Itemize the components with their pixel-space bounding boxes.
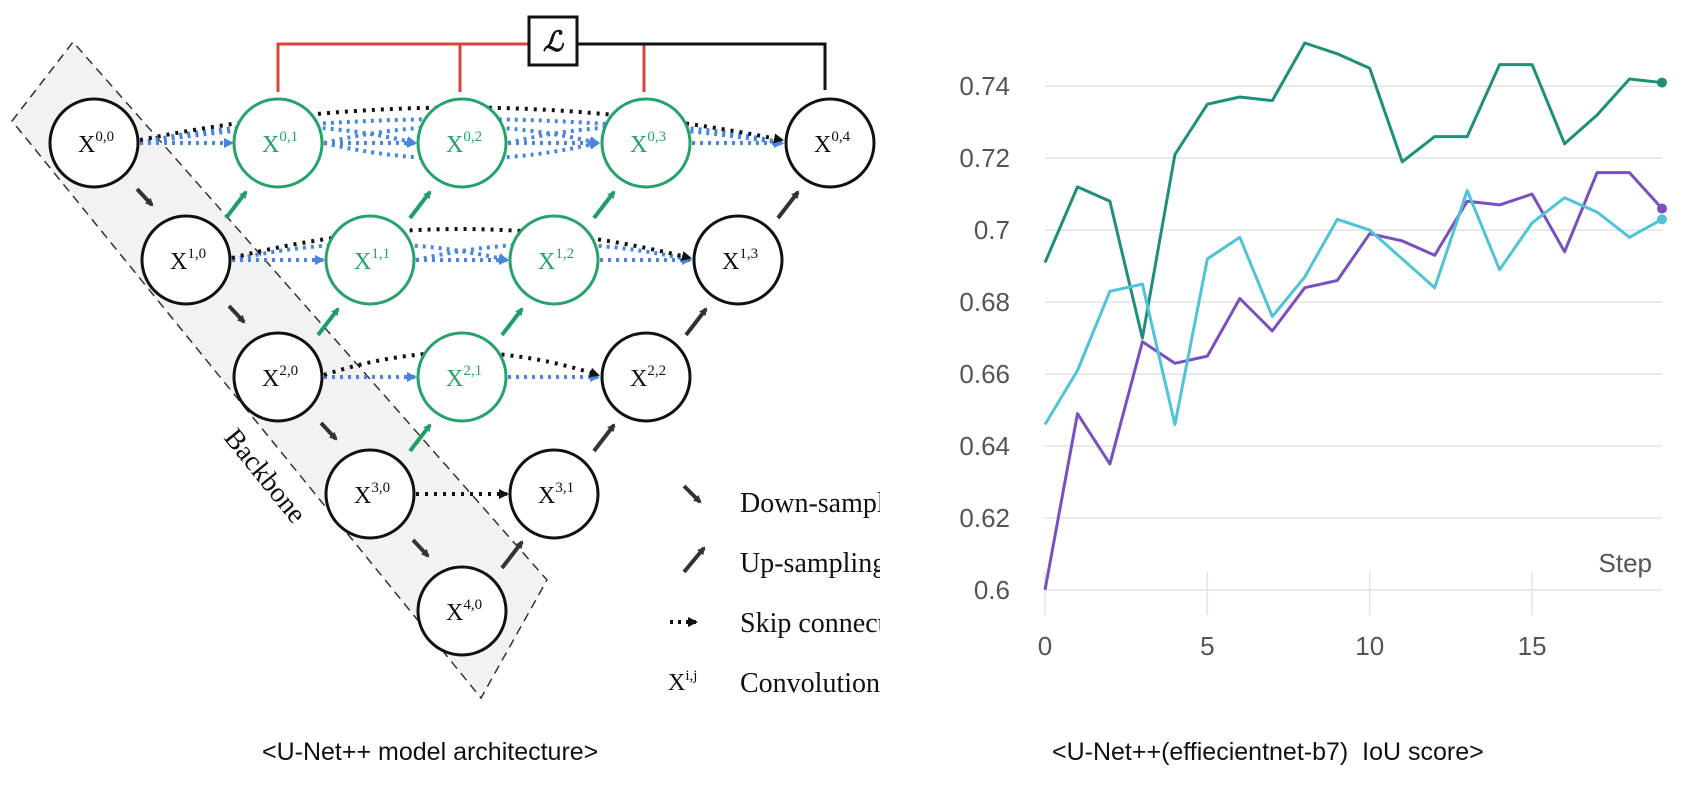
node-label: X0,2 (446, 129, 482, 158)
loss-box (527, 15, 579, 67)
unet-plus-plus-diagram: Backbone ℒ (11, 15, 880, 700)
node-x-2-2: X2,2 (600, 331, 692, 423)
legend: Xi,j Down-sampling Up-sampling Skip conn… (668, 484, 880, 699)
down-sampling-arrows (135, 187, 430, 558)
node-label: X2,2 (630, 363, 666, 392)
y-tick-label: 0.74 (959, 71, 1010, 101)
up-sampling-arrows (224, 190, 800, 570)
chart-caption: <U-Net++(effiecientnet-b7) IoU score> (1052, 738, 1484, 766)
convolution-nodes: X0,0 X0,1 X0,2 X0,3 X0,4 X1,0 X1,1 X1,2 X1,3 X2,0… (48, 97, 876, 657)
node-x-0-1: X0,1 (232, 97, 324, 189)
node-x-0-4: X0,4 (784, 97, 876, 189)
node-label: X2,1 (446, 363, 482, 392)
node-x-3-1: X3,1 (508, 448, 600, 540)
y-tick-label: 0.72 (959, 143, 1010, 173)
y-tick-label: 0.66 (959, 359, 1010, 389)
y-tick-label: 0.62 (959, 503, 1010, 533)
y-tick-label: 0.68 (959, 287, 1010, 317)
chart-axes: 0.6 0.62 0.64 0.66 0.68 0.7 0.72 0.74 0 5 10 15 (959, 71, 1546, 661)
legend-up-sampling-label: Up-sampling (740, 548, 880, 579)
loss-connections: ℒ (276, 15, 827, 92)
node-label: X3,1 (538, 480, 574, 509)
node-label: X0,4 (814, 129, 851, 158)
node-x-4-0: X4,0 (416, 565, 508, 657)
node-x-2-0: X2,0 (232, 331, 324, 423)
x-tick-label: 10 (1355, 631, 1384, 661)
node-label: X1,3 (722, 246, 758, 275)
x-axis-label: Step (1599, 548, 1653, 578)
chart-series (1043, 41, 1667, 591)
series-line-2 (1043, 171, 1664, 591)
down-arrow-icon (682, 484, 702, 504)
series-end-point-1 (1657, 77, 1667, 88)
y-tick-label: 0.6 (974, 575, 1010, 605)
node-label: X2,0 (262, 363, 298, 392)
legend-skip-connection-label: Skip connection (740, 608, 880, 639)
series-line-3 (1043, 189, 1663, 426)
series-end-point-3 (1657, 214, 1667, 225)
x-tick-label: 0 (1038, 631, 1052, 661)
node-x-0-3: X0,3 (600, 97, 692, 189)
node-label: X1,0 (170, 246, 206, 275)
legend-convolution-symbol: Xi,j (668, 668, 697, 696)
node-label: X1,1 (354, 246, 390, 275)
node-label: X0,0 (78, 129, 114, 158)
node-x-3-0: X3,0 (324, 448, 416, 540)
series-line-1 (1043, 41, 1663, 340)
node-x-1-0: X1,0 (140, 214, 232, 306)
node-x-2-1: X2,1 (416, 331, 508, 423)
node-label: X0,3 (630, 129, 666, 158)
up-arrow-icon (682, 546, 706, 574)
legend-convolution-label: Convolution (740, 668, 880, 699)
y-tick-label: 0.64 (959, 431, 1010, 461)
node-x-1-3: X1,3 (692, 214, 784, 306)
series-end-point-2 (1657, 203, 1667, 214)
iou-score-chart: 0.6 0.62 0.64 0.66 0.68 0.7 0.72 0.74 0 5 10 15 Ste… (959, 41, 1667, 661)
node-x-1-2: X1,2 (508, 214, 600, 306)
diagram-caption: <U-Net++ model architecture> (262, 738, 599, 766)
y-tick-label: 0.7 (974, 215, 1010, 245)
x-tick-label: 15 (1518, 631, 1547, 661)
skip-arcs (139, 105, 784, 499)
legend-down-sampling-label: Down-sampling (740, 488, 880, 519)
node-label: X0,1 (262, 129, 298, 158)
node-label: X1,2 (538, 246, 574, 275)
x-tick-label: 5 (1200, 631, 1214, 661)
node-label: X4,0 (446, 597, 482, 626)
loss-symbol: ℒ (543, 27, 565, 58)
node-x-1-1: X1,1 (324, 214, 416, 306)
chart-grid (1044, 85, 1662, 615)
node-x-0-0: X0,0 (48, 97, 140, 189)
node-x-0-2: X0,2 (416, 97, 508, 189)
node-label: X3,0 (354, 480, 390, 509)
